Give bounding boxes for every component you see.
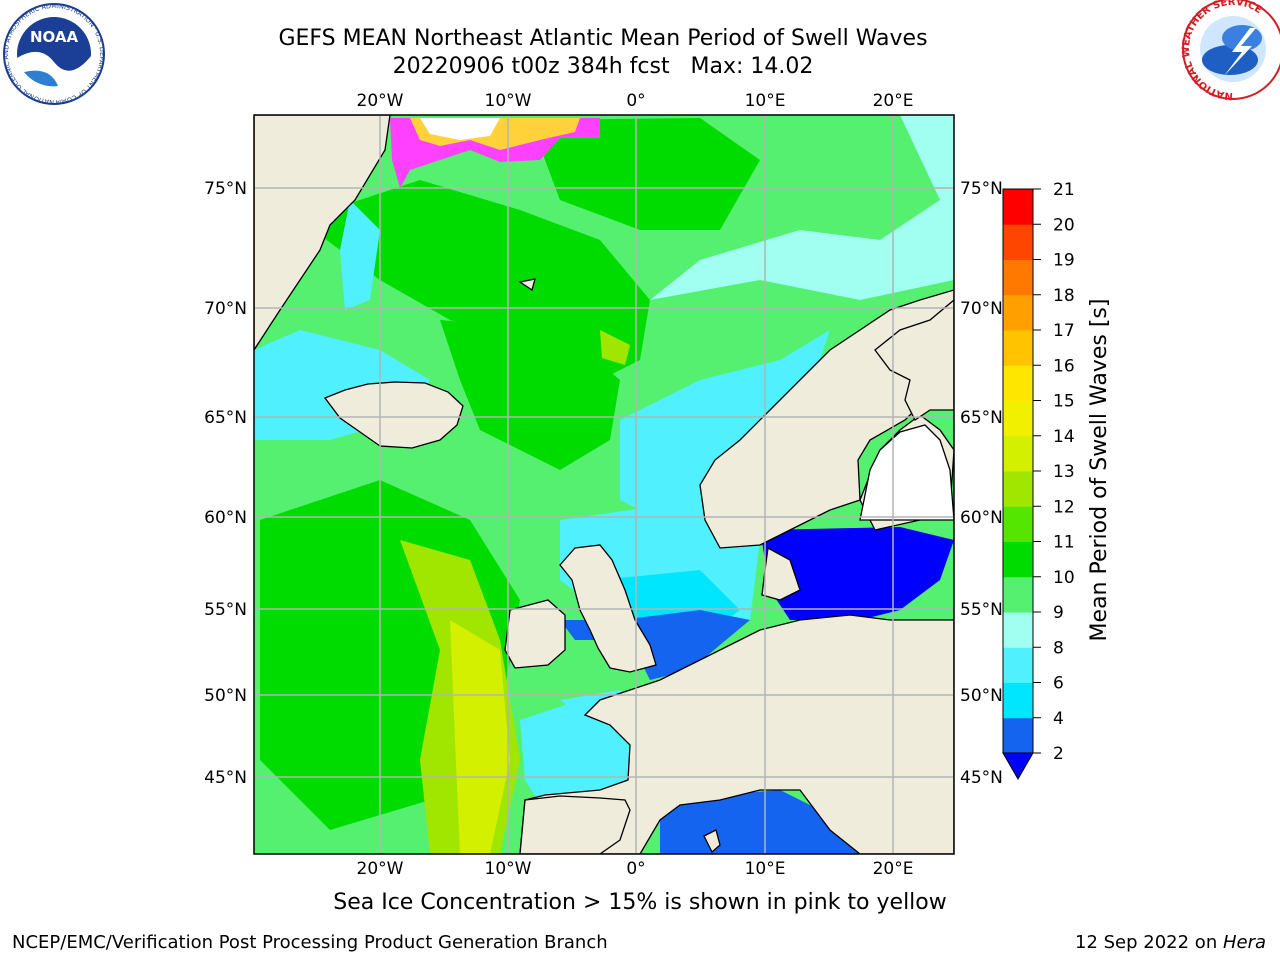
iberia [519, 795, 631, 854]
lat-label-right: 70°N [960, 299, 1003, 319]
colorbar-tick-label: 8 [1053, 638, 1064, 658]
colorbar-label: Mean Period of Swell Waves [s] [1087, 299, 1112, 642]
iceland [323, 381, 464, 449]
lon-label-top: 20°E [873, 91, 914, 111]
jan-mayen [518, 278, 536, 292]
colorbar: 2 4 6 8 9 10 11 12 13 14 15 16 17 18 19 20 21 [1002, 180, 1075, 781]
colorbar-segment [1003, 435, 1033, 472]
period-zone-13-14 [450, 620, 510, 854]
colorbar-tick-label: 13 [1053, 462, 1075, 482]
ireland [504, 599, 566, 669]
period-zone-6-8 [620, 330, 830, 520]
colorbar-segment [1003, 576, 1033, 613]
chart-title: GEFS MEAN Northeast Atlantic Mean Period… [278, 26, 928, 51]
colorbar-tick-label: 2 [1053, 744, 1064, 764]
graticule [254, 115, 954, 854]
lon-label-top: 10°W [485, 91, 532, 111]
colorbar-segment [1003, 224, 1033, 260]
colorbar-segment [1003, 365, 1033, 401]
lat-label-right: 65°N [960, 408, 1003, 428]
colorbar-tick-label: 12 [1053, 497, 1075, 517]
lon-label-top: 0° [626, 91, 645, 111]
lat-label-left: 50°N [204, 686, 247, 706]
colorbar-tick-label: 11 [1053, 533, 1075, 553]
european-continent [519, 614, 954, 854]
colorbar-tick-label: 10 [1053, 568, 1075, 588]
colorbar-segment [1003, 471, 1033, 507]
colorbar-tick-label: 17 [1053, 321, 1075, 341]
lat-label-right: 55°N [960, 600, 1003, 620]
lat-label-left: 45°N [204, 768, 247, 788]
colorbar-segment [1003, 400, 1033, 437]
period-zone-8-9 [650, 115, 954, 300]
colorbar-tick-label: 20 [1053, 215, 1075, 235]
footer-credit: NCEP/EMC/Verification Post Processing Pr… [12, 932, 608, 953]
lon-label-bottom: 10°W [485, 859, 532, 879]
colorbar-tick-label: 15 [1053, 392, 1075, 412]
period-zone-12-13 [600, 330, 630, 365]
lon-label-bottom: 10°E [745, 859, 786, 879]
lat-label-left: 65°N [204, 408, 247, 428]
lon-label-bottom: 0° [626, 859, 645, 879]
map-area [254, 115, 954, 854]
lat-label-right: 60°N [960, 508, 1003, 528]
colorbar-tick-label: 14 [1053, 427, 1075, 447]
period-zone-6-8 [340, 200, 380, 310]
footer-date-text: 12 Sep 2022 on [1075, 932, 1223, 953]
period-zone-10-11 [530, 118, 760, 230]
colorbar-segment [1003, 294, 1033, 331]
lon-label-top: 20°W [357, 91, 404, 111]
footer-date: 12 Sep 2022 on Hera [1075, 932, 1266, 953]
lat-label-right: 75°N [960, 179, 1003, 199]
period-below-2-baltic [760, 527, 954, 620]
colorbar-tick-label: 9 [1053, 603, 1064, 623]
colorbar-segment [1003, 541, 1033, 578]
colorbar-segment [1003, 717, 1033, 754]
lat-label-left: 55°N [204, 600, 247, 620]
sea-ice-caption: Sea Ice Concentration > 15% is shown in … [333, 890, 947, 915]
lon-label-bottom: 20°E [873, 859, 914, 879]
sea-ice-core [420, 118, 500, 140]
colorbar-tick-label: 6 [1053, 674, 1064, 694]
footer-machine: Hera [1222, 932, 1266, 953]
chart-subtitle: 20220906 t00z 384h fcst Max: 14.02 [392, 54, 814, 79]
colorbar-segment [1003, 682, 1033, 719]
sea-ice [390, 118, 600, 188]
lat-label-left: 70°N [204, 299, 247, 319]
map-frame [253, 114, 955, 855]
colorbar-segment [1003, 647, 1033, 683]
corsica [703, 829, 721, 854]
colorbar-segment [1003, 506, 1033, 542]
colorbar-under-arrow [1002, 752, 1034, 781]
colorbar-tick-label: 18 [1053, 286, 1075, 306]
period-zone-10-11 [300, 180, 650, 380]
colorbar-tick-label: 21 [1053, 180, 1075, 200]
land [254, 115, 954, 854]
lon-label-bottom: 20°W [357, 859, 404, 879]
colorbar-tick-label: 4 [1053, 709, 1064, 729]
colorbar-segment [1003, 189, 1033, 225]
colorbar-segment [1003, 612, 1033, 648]
colorbar-segment [1003, 259, 1033, 296]
greenland [254, 115, 391, 352]
colorbar-tick-label: 19 [1053, 251, 1075, 271]
colorbar-segment [1003, 330, 1033, 366]
lat-label-left: 75°N [204, 179, 247, 199]
lat-label-left: 60°N [204, 508, 247, 528]
gulf-of-bothnia-blank [859, 424, 954, 521]
colorbar-tick-label: 16 [1053, 356, 1075, 376]
noaa-logo: NATIONAL OCEANIC AND ATMOSPHERIC ADMINIS… [0, 0, 106, 106]
lat-label-right: 50°N [960, 686, 1003, 706]
northern-finland-norway [874, 299, 954, 421]
nws-logo: NATIONAL WEATHER SERVICE [1181, 0, 1280, 101]
noaa-logo-text: NOAA [30, 28, 79, 46]
lat-label-right: 45°N [960, 768, 1003, 788]
period-zone-2-4 [660, 790, 954, 854]
lon-label-top: 10°E [745, 91, 786, 111]
period-zone-10-11 [440, 320, 620, 470]
